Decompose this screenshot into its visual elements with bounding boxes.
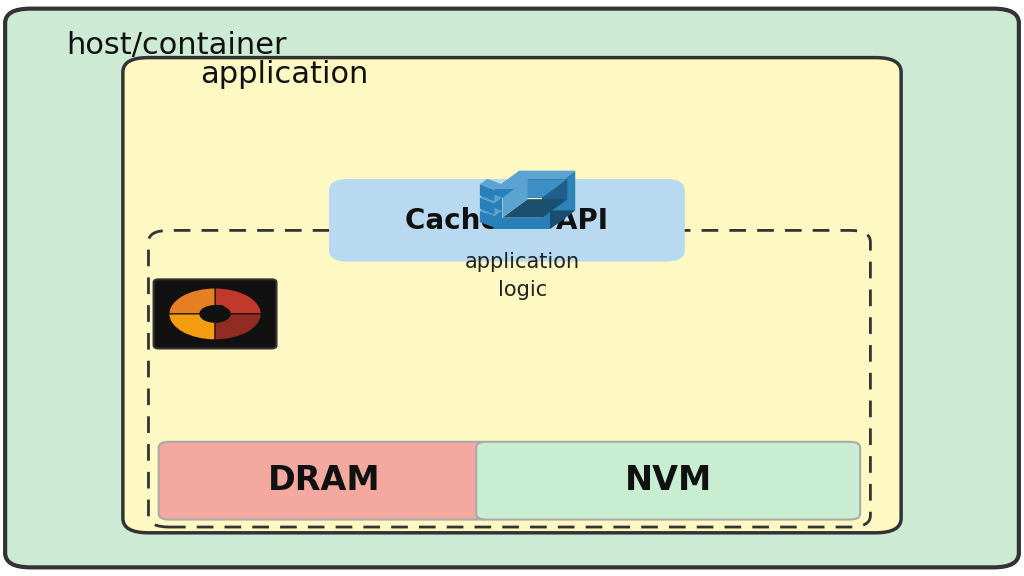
Text: C: C: [211, 305, 225, 323]
Text: NVM: NVM: [625, 464, 713, 498]
Polygon shape: [480, 205, 502, 217]
Polygon shape: [542, 179, 567, 218]
Polygon shape: [527, 179, 567, 199]
Text: application: application: [200, 60, 368, 89]
Polygon shape: [503, 199, 567, 218]
Wedge shape: [169, 314, 215, 340]
Polygon shape: [495, 170, 575, 189]
FancyBboxPatch shape: [154, 279, 276, 348]
FancyBboxPatch shape: [476, 442, 860, 520]
Polygon shape: [480, 198, 495, 214]
Polygon shape: [480, 184, 495, 201]
Polygon shape: [495, 189, 550, 229]
Polygon shape: [480, 179, 502, 190]
Polygon shape: [495, 210, 575, 229]
Wedge shape: [169, 288, 215, 314]
FancyBboxPatch shape: [330, 180, 684, 261]
Text: host/container: host/container: [67, 32, 287, 60]
Polygon shape: [503, 179, 567, 198]
FancyBboxPatch shape: [5, 9, 1019, 567]
FancyBboxPatch shape: [123, 58, 901, 533]
Text: application
logic: application logic: [465, 252, 580, 301]
Polygon shape: [503, 198, 542, 218]
Circle shape: [200, 305, 230, 323]
Wedge shape: [215, 314, 261, 340]
Text: CacheLib API: CacheLib API: [406, 207, 608, 234]
Wedge shape: [215, 288, 261, 314]
Polygon shape: [480, 192, 502, 203]
Text: DRAM: DRAM: [268, 464, 381, 498]
Polygon shape: [495, 170, 519, 229]
Polygon shape: [480, 211, 495, 228]
FancyBboxPatch shape: [159, 442, 492, 520]
Polygon shape: [503, 179, 527, 218]
Polygon shape: [550, 170, 575, 229]
